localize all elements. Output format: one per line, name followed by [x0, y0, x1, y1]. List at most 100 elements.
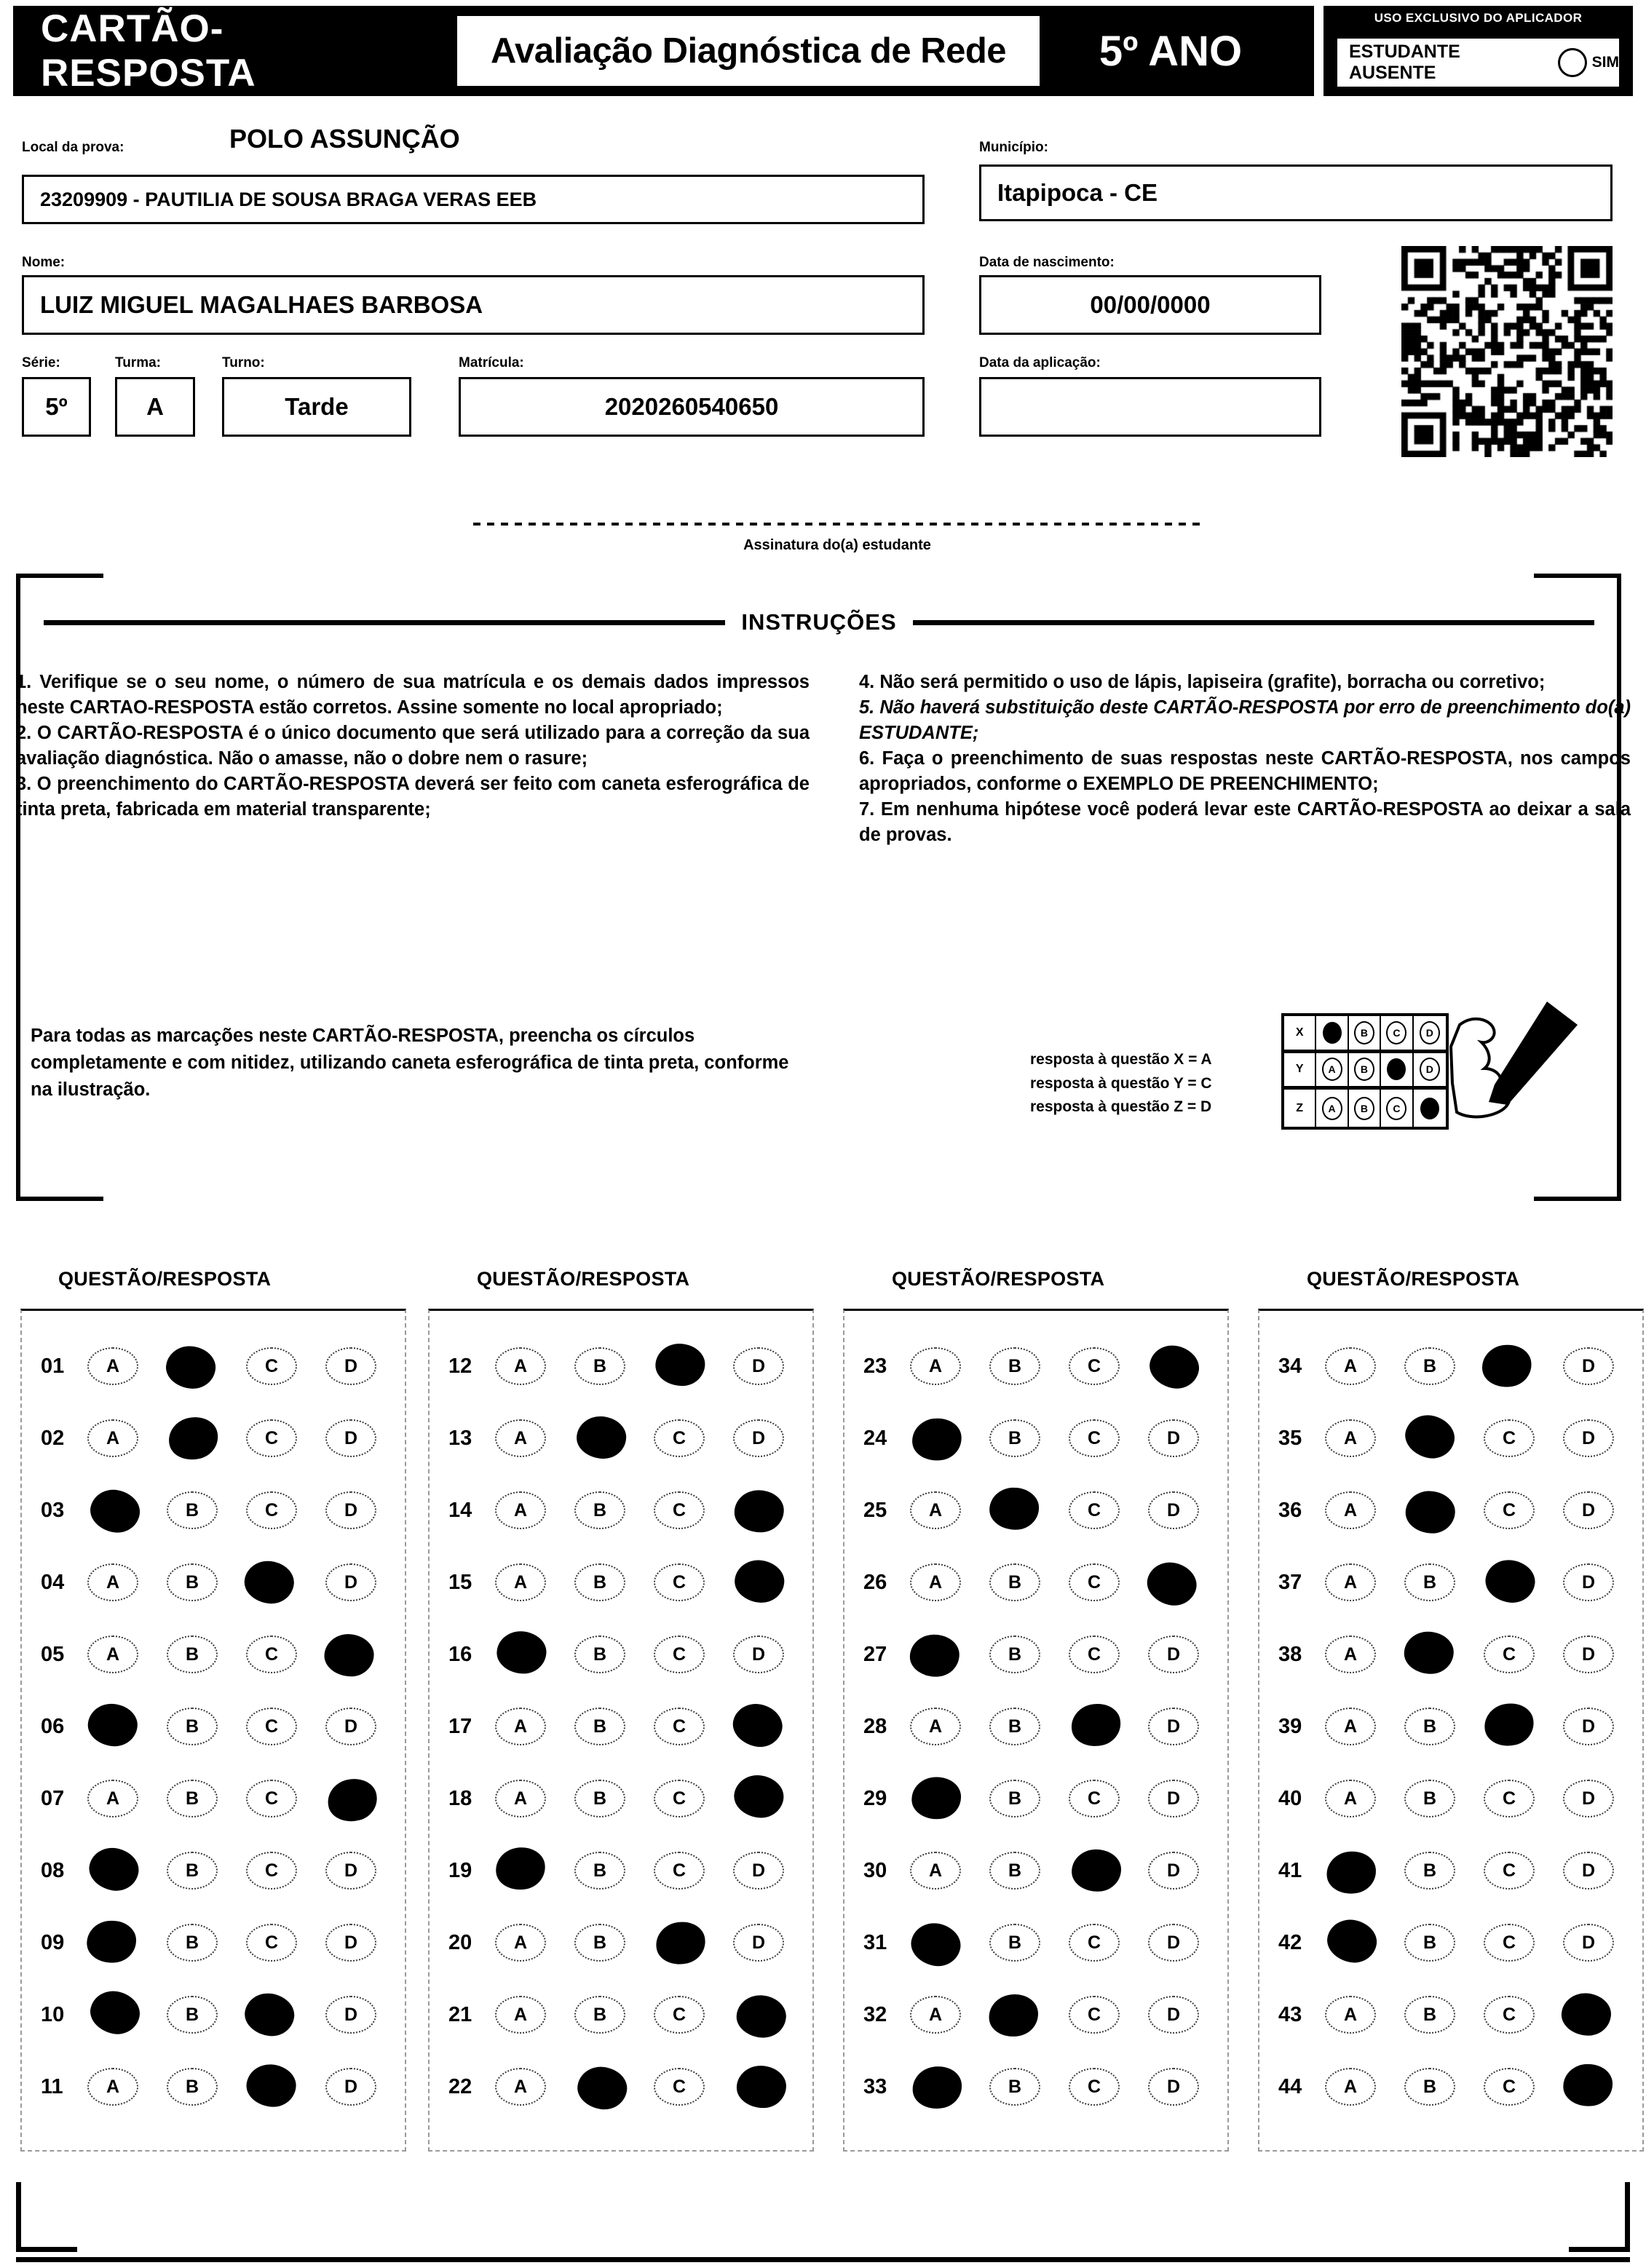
answer-bubble-27-A[interactable]: A — [910, 1635, 961, 1673]
answer-bubble-06-D[interactable]: D — [325, 1708, 376, 1745]
answer-bubble-34-C[interactable]: C — [1484, 1347, 1535, 1385]
answer-bubble-43-A[interactable]: A — [1325, 1996, 1376, 2034]
answer-bubble-31-D[interactable]: D — [1148, 1924, 1199, 1962]
answer-bubble-35-B[interactable]: B — [1404, 1419, 1455, 1457]
municipio-field[interactable]: Itapipoca - CE — [979, 164, 1613, 221]
serie-field[interactable]: 5º — [22, 377, 91, 437]
answer-bubble-31-B[interactable]: B — [989, 1924, 1040, 1962]
answer-bubble-38-C[interactable]: C — [1484, 1635, 1535, 1673]
turma-field[interactable]: A — [115, 377, 195, 437]
answer-bubble-17-C[interactable]: C — [654, 1708, 705, 1745]
nascimento-field[interactable]: 00/00/0000 — [979, 275, 1321, 335]
answer-bubble-16-C[interactable]: C — [654, 1635, 705, 1673]
answer-bubble-34-A[interactable]: A — [1325, 1347, 1376, 1385]
answer-bubble-32-B[interactable]: B — [989, 1996, 1040, 2034]
answer-bubble-10-D[interactable]: D — [325, 1996, 376, 2034]
answer-bubble-16-D[interactable]: D — [733, 1635, 784, 1673]
question-row[interactable]: 19 ABCD — [430, 1844, 812, 1897]
question-row[interactable]: 43 ABCD — [1259, 1989, 1642, 2041]
question-row[interactable]: 36 ABCD — [1259, 1484, 1642, 1537]
answer-bubble-33-B[interactable]: B — [989, 2068, 1040, 2106]
answer-bubble-23-C[interactable]: C — [1069, 1347, 1120, 1385]
answer-bubble-23-A[interactable]: A — [910, 1347, 961, 1385]
answer-bubble-22-C[interactable]: C — [654, 2068, 705, 2106]
question-row[interactable]: 37 ABCD — [1259, 1556, 1642, 1609]
answer-bubble-38-B[interactable]: B — [1404, 1635, 1455, 1673]
answer-bubble-35-C[interactable]: C — [1484, 1419, 1535, 1457]
example-bubble-Y-C[interactable] — [1381, 1053, 1413, 1090]
answer-bubble-10-A[interactable]: A — [87, 1996, 138, 2034]
answer-bubble-15-C[interactable]: C — [654, 1563, 705, 1601]
answer-bubble-43-C[interactable]: C — [1484, 1996, 1535, 2034]
answer-bubble-21-A[interactable]: A — [495, 1996, 546, 2034]
answer-bubble-18-A[interactable]: A — [495, 1780, 546, 1817]
answer-bubble-16-A[interactable]: A — [495, 1635, 546, 1673]
answer-bubble-02-B[interactable]: B — [167, 1419, 218, 1457]
answer-bubble-07-D[interactable]: D — [325, 1780, 376, 1817]
answer-bubble-09-D[interactable]: D — [325, 1924, 376, 1962]
answer-bubble-24-A[interactable]: A — [910, 1419, 961, 1457]
answer-bubble-11-A[interactable]: A — [87, 2068, 138, 2106]
answer-bubble-04-C[interactable]: C — [246, 1563, 297, 1601]
answer-bubble-14-C[interactable]: C — [654, 1491, 705, 1529]
question-row[interactable]: 17ABCD — [430, 1700, 812, 1753]
answer-bubble-21-C[interactable]: C — [654, 1996, 705, 2034]
answer-bubble-02-D[interactable]: D — [325, 1419, 376, 1457]
answer-bubble-15-A[interactable]: A — [495, 1563, 546, 1601]
answer-bubble-44-D[interactable]: D — [1563, 2068, 1614, 2106]
answer-bubble-29-A[interactable]: A — [910, 1780, 961, 1817]
answer-bubble-42-C[interactable]: C — [1484, 1924, 1535, 1962]
answer-bubble-28-C[interactable]: C — [1069, 1708, 1120, 1745]
answer-bubble-11-C[interactable]: C — [246, 2068, 297, 2106]
answer-bubble-06-B[interactable]: B — [167, 1708, 218, 1745]
answer-bubble-20-B[interactable]: B — [574, 1924, 625, 1962]
answer-bubble-36-A[interactable]: A — [1325, 1491, 1376, 1529]
answer-bubble-14-B[interactable]: B — [574, 1491, 625, 1529]
answer-bubble-32-A[interactable]: A — [910, 1996, 961, 2034]
answer-bubble-18-C[interactable]: C — [654, 1780, 705, 1817]
answer-bubble-41-C[interactable]: C — [1484, 1852, 1535, 1890]
question-row[interactable]: 33ABCD — [844, 2061, 1227, 2113]
answer-bubble-25-D[interactable]: D — [1148, 1491, 1199, 1529]
answer-bubble-11-D[interactable]: D — [325, 2068, 376, 2106]
answer-bubble-34-B[interactable]: B — [1404, 1347, 1455, 1385]
answer-bubble-13-A[interactable]: A — [495, 1419, 546, 1457]
aplicacao-field[interactable] — [979, 377, 1321, 437]
answer-bubble-15-D[interactable]: D — [733, 1563, 784, 1601]
answer-bubble-39-D[interactable]: D — [1563, 1708, 1614, 1745]
signature-line[interactable] — [473, 523, 1201, 526]
answer-bubble-37-B[interactable]: B — [1404, 1563, 1455, 1601]
question-row[interactable]: 13ABCD — [430, 1412, 812, 1464]
answer-bubble-20-D[interactable]: D — [733, 1924, 784, 1962]
question-row[interactable]: 14ABCD — [430, 1484, 812, 1537]
answer-bubble-27-B[interactable]: B — [989, 1635, 1040, 1673]
answer-bubble-44-C[interactable]: C — [1484, 2068, 1535, 2106]
answer-bubble-08-D[interactable]: D — [325, 1852, 376, 1890]
answer-bubble-39-C[interactable]: C — [1484, 1708, 1535, 1745]
answer-bubble-33-A[interactable]: A — [910, 2068, 961, 2106]
answer-bubble-04-B[interactable]: B — [167, 1563, 218, 1601]
question-row[interactable]: 44 ABCD — [1259, 2061, 1642, 2113]
answer-bubble-32-C[interactable]: C — [1069, 1996, 1120, 2034]
question-row[interactable]: 22ABCD — [430, 2061, 812, 2113]
answer-bubble-12-B[interactable]: B — [574, 1347, 625, 1385]
answer-bubble-05-B[interactable]: B — [167, 1635, 218, 1673]
answer-bubble-14-A[interactable]: A — [495, 1491, 546, 1529]
answer-bubble-13-D[interactable]: D — [733, 1419, 784, 1457]
question-row[interactable]: 04ABCD — [22, 1556, 405, 1609]
answer-bubble-36-C[interactable]: C — [1484, 1491, 1535, 1529]
answer-bubble-08-A[interactable]: A — [87, 1852, 138, 1890]
question-row[interactable]: 07 ABCD — [22, 1772, 405, 1825]
question-row[interactable]: 29 ABCD — [844, 1772, 1227, 1825]
answer-bubble-14-D[interactable]: D — [733, 1491, 784, 1529]
answer-bubble-30-C[interactable]: C — [1069, 1852, 1120, 1890]
answer-column[interactable]: 34ABCD35ABCD36ABCD37ABCD38ABCD39ABCD40AB… — [1258, 1309, 1644, 2152]
answer-bubble-40-C[interactable]: C — [1484, 1780, 1535, 1817]
answer-bubble-44-B[interactable]: B — [1404, 2068, 1455, 2106]
answer-bubble-31-C[interactable]: C — [1069, 1924, 1120, 1962]
question-row[interactable]: 39ABCD — [1259, 1700, 1642, 1753]
answer-bubble-07-A[interactable]: A — [87, 1780, 138, 1817]
answer-bubble-02-A[interactable]: A — [87, 1419, 138, 1457]
answer-bubble-12-C[interactable]: C — [654, 1347, 705, 1385]
answer-bubble-30-D[interactable]: D — [1148, 1852, 1199, 1890]
